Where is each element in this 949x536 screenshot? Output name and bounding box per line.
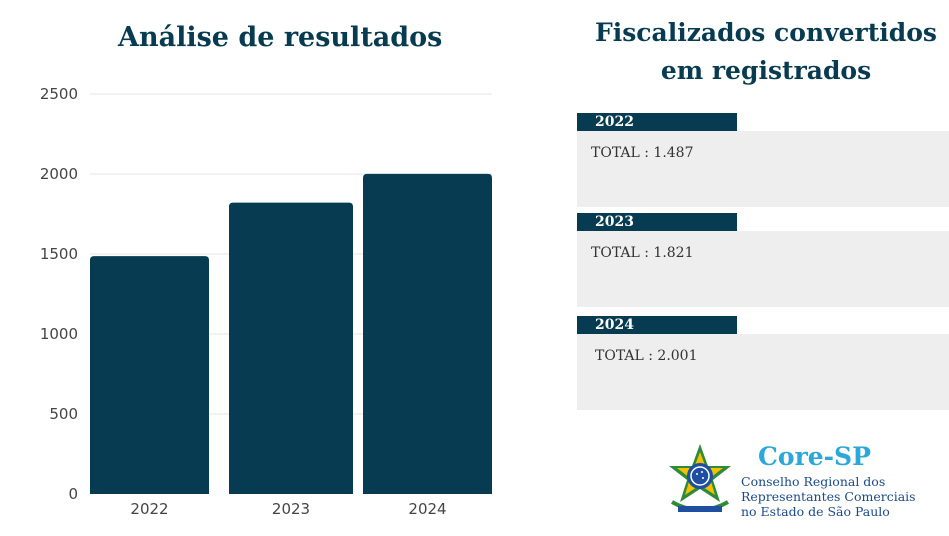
total-box-2022: TOTAL : 1.487	[577, 131, 949, 207]
year-tab-2023: 2023	[577, 213, 737, 231]
logo-line-1: Conselho Regional dos	[741, 474, 886, 489]
total-box-2023: TOTAL : 1.821	[577, 231, 949, 307]
y-tick-label: 1000	[40, 325, 78, 343]
y-tick-label: 500	[49, 405, 78, 423]
y-tick-label: 0	[68, 485, 78, 503]
bar-2022	[90, 256, 209, 494]
bar-chart: 0 500 1000 1500 2000 2500 2022 2023 2024	[40, 85, 492, 518]
y-tick-label: 1500	[40, 245, 78, 263]
logo-name: Core-SP	[758, 442, 871, 471]
bar-2024	[363, 173, 492, 494]
x-tick-label-2023: 2023	[272, 500, 310, 518]
x-tick-label-2022: 2022	[130, 500, 168, 518]
year-tab-2022: 2022	[577, 113, 737, 131]
logo-line-3: no Estado de São Paulo	[741, 504, 890, 519]
x-tick-label-2024: 2024	[408, 500, 446, 518]
panel-title-line-2: em registrados	[660, 56, 872, 85]
chart-title: Análise de resultados	[118, 22, 443, 53]
bar-2023	[229, 202, 353, 494]
year-tab-2024: 2024	[577, 316, 737, 334]
y-tick-label: 2000	[40, 165, 78, 183]
panel-title-line-1: Fiscalizados convertidos	[594, 18, 938, 47]
logo-line-2: Representantes Comerciais	[741, 489, 916, 504]
core-sp-logo: Core-SP Conselho Regional dos Representa…	[664, 442, 944, 522]
brazil-coat-of-arms-icon	[669, 444, 731, 512]
y-tick-label: 2500	[40, 85, 78, 103]
panel-title: Fiscalizados convertidos em registrados	[576, 14, 949, 90]
total-box-2024: TOTAL : 2.001	[577, 334, 949, 410]
